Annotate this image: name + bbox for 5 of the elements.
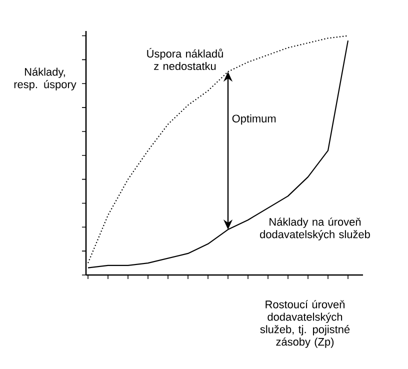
series-label: Úspora nákladů z nedostatku <box>147 48 223 70</box>
x-axis-title: Rostoucí úroveň dodavatelských služeb, tj. pojistné zásoby (Zp) <box>260 300 350 348</box>
annotation: Optimum <box>232 114 276 125</box>
y-axis-title: Náklady, resp. úspory <box>14 68 76 90</box>
series-label: Náklady na úroveň dodavatelských služeb <box>260 218 370 240</box>
